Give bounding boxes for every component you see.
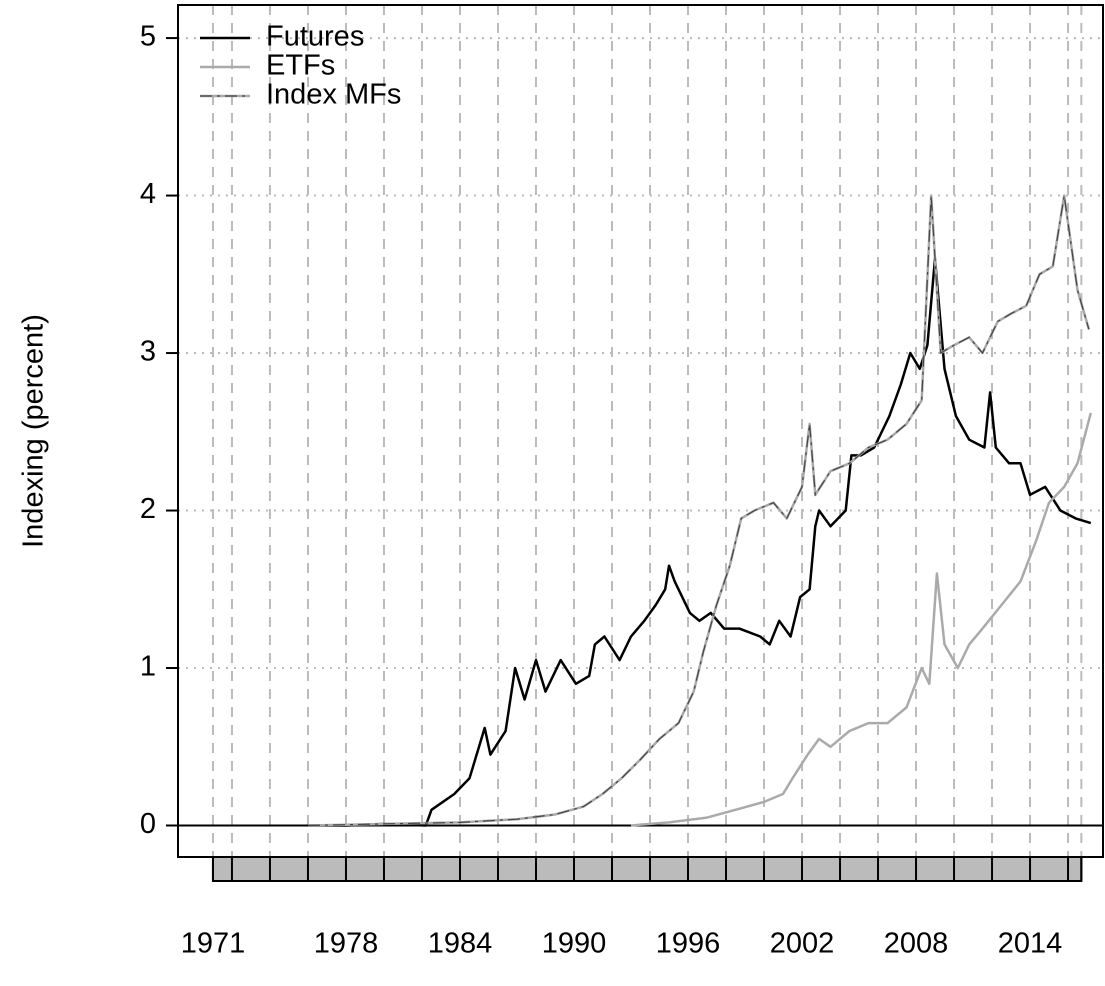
legend-label: Index MFs <box>266 79 401 111</box>
x-tick-label: 2008 <box>884 928 949 960</box>
y-tick-label: 4 <box>140 178 156 210</box>
legend-label: Futures <box>266 21 364 53</box>
y-tick-label: 5 <box>140 21 156 53</box>
y-tick-label: 3 <box>140 336 156 368</box>
y-tick-label: 2 <box>140 493 156 525</box>
legend-label: ETFs <box>266 50 335 82</box>
series-line <box>308 257 1092 827</box>
x-tick-label: 1978 <box>314 928 379 960</box>
series-line <box>630 412 1093 827</box>
y-axis-label: Indexing (percent) <box>18 314 50 548</box>
x-tick-label: 2014 <box>998 928 1063 960</box>
x-tick-label: 1971 <box>181 928 246 960</box>
x-tick-label: 1996 <box>656 928 721 960</box>
y-tick-label: 0 <box>140 808 156 840</box>
series-line <box>307 194 1091 827</box>
plot-frame <box>177 4 1104 858</box>
x-tick-label: 1990 <box>542 928 607 960</box>
y-tick-label: 1 <box>140 651 156 683</box>
x-tick-label: 1984 <box>428 928 493 960</box>
x-tick-label: 2002 <box>770 928 835 960</box>
axis-strip <box>211 856 1083 882</box>
